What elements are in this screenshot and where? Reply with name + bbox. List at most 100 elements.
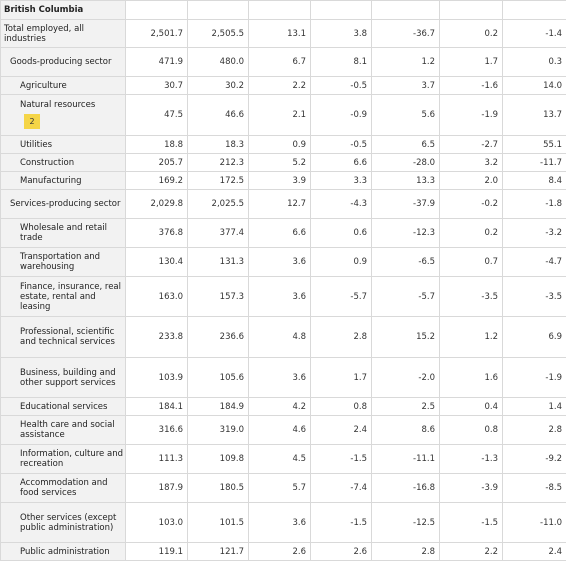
row-label: Public administration (0, 542, 126, 561)
value-cell: 2.4 (502, 542, 566, 561)
value-cell: 184.1 (125, 397, 188, 416)
blank-cell (439, 0, 503, 20)
value-cell: -0.9 (310, 94, 372, 136)
value-cell: 2.5 (371, 397, 440, 416)
row-label-text: Goods-producing sector (10, 57, 112, 67)
value-cell: -1.5 (310, 444, 372, 474)
value-cell: 169.2 (125, 171, 188, 190)
value-cell: -1.9 (439, 94, 503, 136)
value-cell: 2.4 (310, 415, 372, 445)
value-cell: 14.0 (502, 76, 566, 95)
value-cell: 4.2 (248, 397, 311, 416)
value-cell: 3.3 (310, 171, 372, 190)
blank-cell (502, 0, 566, 20)
value-cell: 15.2 (371, 316, 440, 358)
value-cell: -3.5 (439, 276, 503, 317)
row-label-text: Transportation and warehousing (20, 252, 101, 272)
value-cell: 130.4 (125, 247, 188, 277)
value-cell: 316.6 (125, 415, 188, 445)
table-row: Transportation and warehousing 130.4 131.3… (0, 247, 566, 277)
value-cell: 18.3 (187, 135, 249, 154)
table-row: Utilities 18.8 18.3 0.9 -0.5 6.5 -2.7 55.1 (0, 135, 566, 154)
row-label: Services-producing sector (0, 189, 126, 219)
value-cell: -3.5 (502, 276, 566, 317)
value-cell: 131.3 (187, 247, 249, 277)
table-row: Wholesale and retail trade 376.8 377.4 6.6 0… (0, 218, 566, 248)
value-cell: 6.5 (371, 135, 440, 154)
value-cell: 2.6 (310, 542, 372, 561)
value-cell: 3.6 (248, 247, 311, 277)
value-cell: 2,025.5 (187, 189, 249, 219)
value-cell: -36.7 (371, 19, 440, 48)
blank-cell (248, 0, 311, 20)
value-cell: -12.5 (371, 502, 440, 543)
value-cell: -1.5 (310, 502, 372, 543)
table-row: Services-producing sector 2,029.8 2,025.5 1… (0, 189, 566, 219)
value-cell: 377.4 (187, 218, 249, 248)
table-row: Goods-producing sector 471.9 480.0 6.7 8.1 1.… (0, 47, 566, 77)
table-row: Health care and social assistance 316.6 31… (0, 415, 566, 445)
table-row: Accommodation and food services 187.9 180.… (0, 473, 566, 503)
value-cell: 2.2 (248, 76, 311, 95)
region-label: British Columbia (0, 0, 126, 20)
value-cell: 3.7 (371, 76, 440, 95)
value-cell: 2.8 (502, 415, 566, 445)
table-row: Construction 205.7 212.3 5.2 6.6 -28.0 3.2 -11.… (0, 153, 566, 172)
row-label-text: Services-producing sector (10, 199, 121, 209)
table-row: Finance, insurance, real estate, rental … (0, 276, 566, 317)
value-cell: 12.7 (248, 189, 311, 219)
value-cell: 157.3 (187, 276, 249, 317)
row-label: Agriculture (0, 76, 126, 95)
value-cell: 0.8 (310, 397, 372, 416)
row-label-text: Information, culture and recreation (20, 449, 123, 469)
row-label-text: Accommodation and food services (20, 478, 108, 498)
table-row: Professional, scientific and technical s… (0, 316, 566, 358)
row-label: Health care and social assistance (0, 415, 126, 445)
row-label: Wholesale and retail trade (0, 218, 126, 248)
row-label: Professional, scientific and technical s… (0, 316, 126, 358)
value-cell: 0.2 (439, 218, 503, 248)
value-cell: 119.1 (125, 542, 188, 561)
value-cell: -4.3 (310, 189, 372, 219)
value-cell: 6.6 (248, 218, 311, 248)
value-cell: 46.6 (187, 94, 249, 136)
value-cell: 0.3 (502, 47, 566, 77)
value-cell: 47.5 (125, 94, 188, 136)
value-cell: 101.5 (187, 502, 249, 543)
row-label: Natural resources 2 (0, 94, 126, 136)
value-cell: -12.3 (371, 218, 440, 248)
row-label: Manufacturing (0, 171, 126, 190)
table-row: Information, culture and recreation 111.3… (0, 444, 566, 474)
row-label-text: Finance, insurance, real estate, rental … (20, 281, 121, 312)
value-cell: 121.7 (187, 542, 249, 561)
value-cell: 480.0 (187, 47, 249, 77)
value-cell: 2.8 (310, 316, 372, 358)
value-cell: 13.1 (248, 19, 311, 48)
value-cell: 1.7 (310, 357, 372, 398)
row-label-text: Wholesale and retail trade (20, 223, 108, 243)
value-cell: 1.2 (371, 47, 440, 77)
value-cell: 55.1 (502, 135, 566, 154)
table-row: Manufacturing 169.2 172.5 3.9 3.3 13.3 2.0 8.4 (0, 171, 566, 190)
value-cell: 3.9 (248, 171, 311, 190)
value-cell: 1.4 (502, 397, 566, 416)
value-cell: 4.5 (248, 444, 311, 474)
value-cell: -8.5 (502, 473, 566, 503)
value-cell: 2.6 (248, 542, 311, 561)
value-cell: 163.0 (125, 276, 188, 317)
value-cell: -2.7 (439, 135, 503, 154)
value-cell: -11.7 (502, 153, 566, 172)
value-cell: 4.8 (248, 316, 311, 358)
footnote-badge[interactable]: 2 (24, 113, 40, 129)
row-label-text: Manufacturing (20, 175, 82, 186)
value-cell: 187.9 (125, 473, 188, 503)
value-cell: -0.5 (310, 135, 372, 154)
row-label-text: Professional, scientific and technical s… (20, 327, 115, 347)
row-label-text: Construction (20, 157, 75, 168)
row-label-text: Agriculture (20, 80, 67, 91)
row-label: Transportation and warehousing (0, 247, 126, 277)
value-cell: -37.9 (371, 189, 440, 219)
value-cell: -1.8 (502, 189, 566, 219)
value-cell: 2,505.5 (187, 19, 249, 48)
